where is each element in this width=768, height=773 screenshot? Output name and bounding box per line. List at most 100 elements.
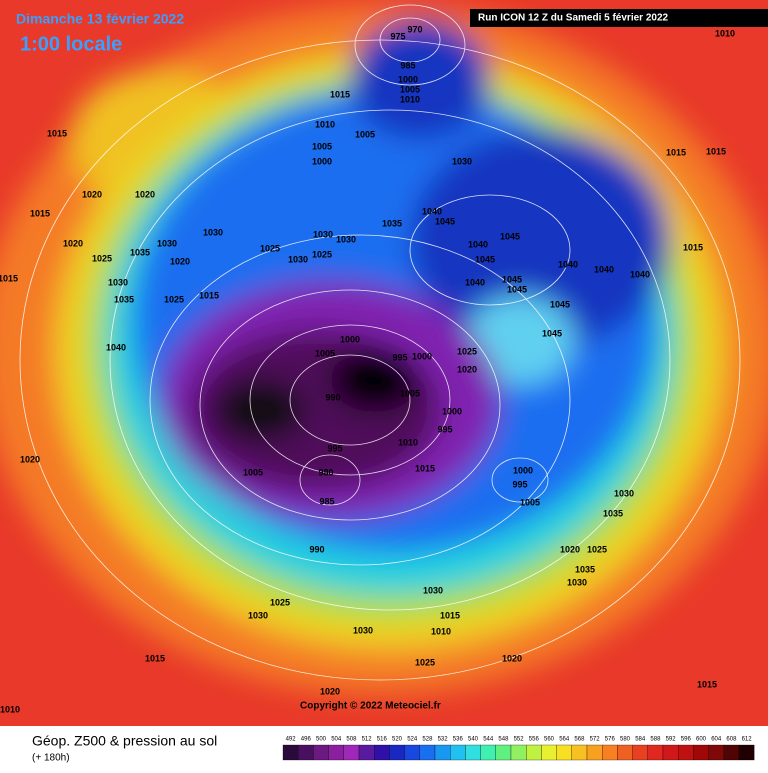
- pressure-label: 1010: [400, 94, 420, 104]
- pressure-label: 1015: [30, 208, 50, 218]
- pressure-label: 1035: [603, 508, 623, 518]
- scale-swatch: [374, 744, 390, 761]
- pressure-label: 1005: [312, 141, 332, 151]
- scale-label: 608: [726, 737, 737, 743]
- scale-label: 544: [483, 737, 494, 743]
- pressure-label: 1005: [400, 84, 420, 94]
- scale-swatch: [450, 744, 466, 761]
- pressure-label: 1040: [558, 259, 578, 269]
- pressure-label: 1000: [412, 351, 432, 361]
- pressure-label: 1015: [697, 679, 717, 689]
- scale-swatch: [404, 744, 420, 761]
- scale-label: 536: [453, 737, 464, 743]
- pressure-label: 1030: [353, 625, 373, 635]
- scale-swatch: [738, 744, 755, 761]
- pressure-label: 990: [309, 544, 324, 554]
- scale-swatch: [723, 744, 740, 761]
- pressure-label: 985: [400, 60, 415, 70]
- pressure-label: 1005: [355, 129, 375, 139]
- scale-swatch: [602, 744, 618, 761]
- color-scale: 492 496 500 504 508 512 516 520 524 528 532 536 540 5…: [282, 737, 755, 761]
- pressure-label: 1030: [614, 488, 634, 498]
- scale-swatch: [282, 744, 299, 761]
- pressure-label: 1010: [0, 704, 20, 714]
- scale-label: 548: [498, 737, 509, 743]
- scale-label: 580: [620, 737, 631, 743]
- scale-label: 572: [590, 737, 601, 743]
- pressure-label: 1030: [108, 277, 128, 287]
- pressure-label: 1000: [312, 156, 332, 166]
- scale-label: 500: [316, 737, 327, 743]
- pressure-label: 1045: [507, 284, 527, 294]
- pressure-label: 1045: [475, 254, 495, 264]
- scale-swatch: [495, 744, 512, 761]
- pressure-label: 970: [407, 24, 422, 34]
- field: [0, 0, 768, 726]
- pressure-label: 1030: [452, 156, 472, 166]
- pressure-label: 1025: [457, 346, 477, 356]
- pressure-label: 1005: [400, 388, 420, 398]
- pressure-label: 1030: [336, 234, 356, 244]
- pressure-label: 1035: [382, 218, 402, 228]
- pressure-label: 1015: [706, 146, 726, 156]
- date: Dimanche 13 février 2022: [16, 11, 184, 27]
- pressure-label: 1025: [587, 544, 607, 554]
- scale-swatch: [465, 744, 481, 761]
- pressure-label: 1020: [457, 364, 477, 374]
- pressure-label: 1015: [666, 147, 686, 157]
- pressure-label: 1035: [114, 294, 134, 304]
- scale-swatch: [556, 744, 572, 761]
- scale-swatch: [693, 744, 709, 761]
- pressure-labels: 9759709851000100510101015101010051005100…: [0, 24, 735, 714]
- pressure-label: 1025: [270, 597, 290, 607]
- pressure-label: 1020: [63, 238, 83, 248]
- pressure-label: 1020: [320, 686, 340, 696]
- scale-swatch: [510, 744, 527, 761]
- scale-label: 596: [681, 737, 692, 743]
- scale-swatch: [328, 744, 344, 761]
- scale-swatch: [526, 744, 542, 761]
- pressure-label: 1020: [170, 256, 190, 266]
- scale-swatch: [298, 744, 314, 761]
- pressure-label: 1030: [288, 254, 308, 264]
- scale-swatch: [662, 744, 679, 761]
- pressure-label: 1045: [500, 231, 520, 241]
- run-box: [470, 9, 768, 27]
- scale-swatch: [708, 744, 724, 761]
- pressure-label: 995: [437, 424, 452, 434]
- pressure-label: 1015: [440, 610, 460, 620]
- scale-swatch: [647, 744, 664, 761]
- pressure-label: 1025: [164, 294, 184, 304]
- scale-label: 520: [392, 737, 403, 743]
- pressure-label: 1045: [550, 299, 570, 309]
- pressure-label: 1000: [442, 406, 462, 416]
- pressure-label: 990: [325, 392, 340, 402]
- copyright: Copyright © 2022 Meteociel.fr: [300, 701, 441, 712]
- scale-swatch: [617, 744, 633, 761]
- pressure-label: 985: [319, 496, 334, 506]
- scale-swatch: [678, 744, 694, 761]
- pressure-label: 1020: [502, 653, 522, 663]
- pressure-label: 1005: [243, 467, 263, 477]
- pressure-label: 1025: [415, 657, 435, 667]
- scale-swatch: [541, 744, 557, 761]
- lead-time: (+ 180h): [32, 753, 70, 764]
- scale-label: 556: [529, 737, 540, 743]
- scale-swatch: [632, 744, 648, 761]
- pressure-label: 1030: [313, 229, 333, 239]
- pressure-label: 1040: [465, 277, 485, 287]
- pressure-label: 1010: [431, 626, 451, 636]
- scale-label: 552: [514, 737, 525, 743]
- scale-swatch: [434, 744, 451, 761]
- scale-label: 532: [438, 737, 449, 743]
- scale-label: 604: [711, 737, 722, 743]
- pressure-label: 1000: [340, 334, 360, 344]
- pressure-label: 1030: [567, 577, 587, 587]
- pressure-label: 1020: [560, 544, 580, 554]
- scale-label: 576: [605, 737, 616, 743]
- pressure-label: 995: [327, 443, 342, 453]
- pressure-label: 1030: [157, 238, 177, 248]
- scale-swatch: [358, 744, 375, 761]
